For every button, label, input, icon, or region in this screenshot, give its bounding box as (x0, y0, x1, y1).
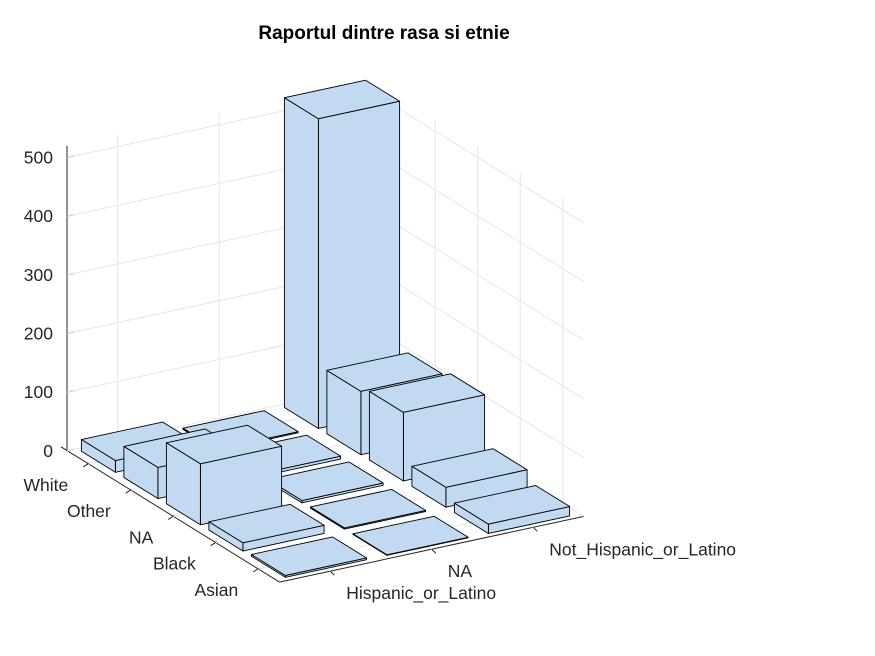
z-tick-label: 0 (43, 441, 53, 461)
x-tick-label: Black (153, 554, 196, 574)
z-tick-label: 400 (24, 206, 53, 226)
y-tick (329, 570, 335, 576)
bar-face-top (283, 79, 401, 120)
bars (80, 79, 571, 578)
bar-face-top (368, 373, 486, 413)
bar-face-top (208, 503, 325, 544)
x-axis-line (60, 446, 280, 583)
x-tick-label: White (24, 475, 69, 495)
bar-face-top (326, 352, 443, 392)
y-tick (532, 526, 538, 532)
bar-White-Not_Hispanic_or_Latino (283, 79, 401, 429)
bar-face-top (453, 485, 571, 525)
z-tick-label: 100 (24, 382, 53, 402)
bar-Asian-Hispanic_or_Latino (250, 536, 368, 578)
bar-face-top (165, 424, 283, 465)
z-tick-label: 500 (24, 148, 53, 168)
x-tick-label: Asian (194, 580, 238, 600)
z-tick-label: 200 (24, 324, 53, 344)
y-tick-label: NA (448, 561, 473, 581)
tick-labels: 0 100 200 300 400 500 White Other NA Black Asian Hi… (24, 148, 737, 605)
y-tick-label: Hispanic_or_Latino (346, 583, 496, 604)
bar-face-top (352, 515, 469, 556)
x-tick-label: NA (129, 527, 154, 547)
bar-Black-Hispanic_or_Latino (208, 503, 325, 552)
x-tick-label: Other (67, 501, 111, 521)
bar-face-top (309, 488, 427, 529)
y-tick-label: Not_Hispanic_or_Latino (549, 539, 736, 560)
bar-Asian-Not_Hispanic_or_Latino (453, 485, 571, 534)
bar-Black-NA (309, 488, 427, 530)
bar-Black-Not_Hispanic_or_Latino (411, 448, 528, 508)
bar-Asian-NA (352, 515, 469, 556)
bar-NA-Hispanic_or_Latino (165, 424, 283, 526)
z-tick-label: 300 (24, 265, 53, 285)
bar-face-top (267, 461, 384, 501)
bar-face-top (411, 448, 528, 488)
chart-title: Raportul dintre rasa si etnie (258, 23, 509, 44)
y-tick (431, 548, 437, 554)
bar-face-top (250, 536, 368, 576)
bar-face-side (283, 97, 319, 429)
